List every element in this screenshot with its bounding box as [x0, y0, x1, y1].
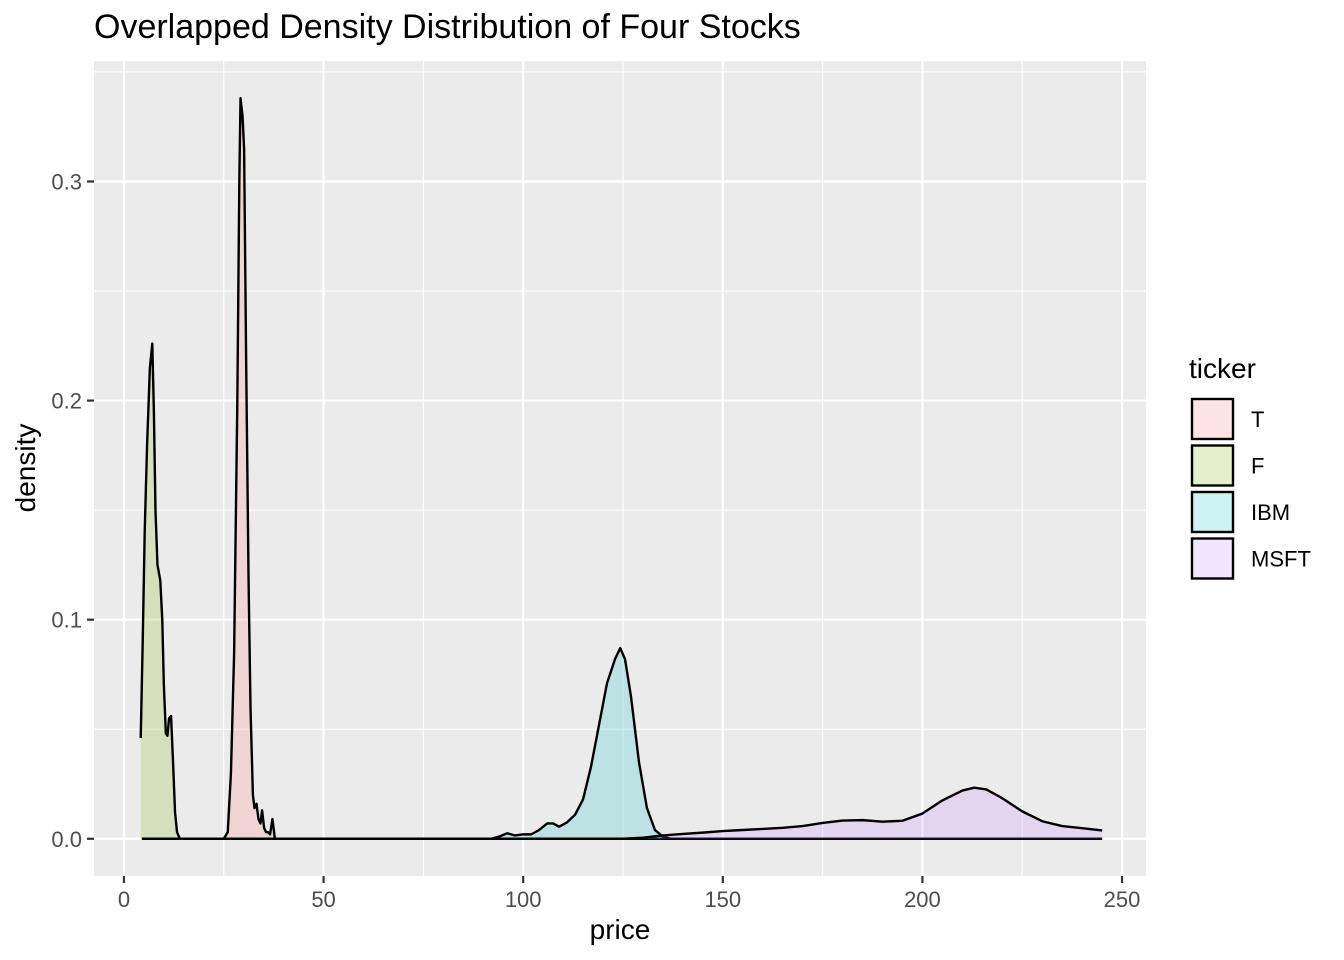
- legend-swatch-f: [1190, 444, 1235, 487]
- minor-gridlines: [94, 61, 1146, 876]
- legend-title: ticker: [1189, 353, 1256, 384]
- legend-key-bg-t: [1191, 398, 1234, 440]
- legend-label-msft: MSFT: [1251, 547, 1311, 572]
- legend-label-ibm: IBM: [1251, 500, 1290, 525]
- density-fill-t: [141, 98, 1103, 839]
- x-axis-ticks: 0 50 100 150 200 250: [118, 876, 1141, 912]
- legend-items: TF IBM MSFT: [1190, 397, 1311, 580]
- plot-panel: [94, 61, 1146, 876]
- density-fill-msft: [141, 787, 1103, 839]
- x-tick-label: 50: [311, 887, 335, 912]
- legend-key-bg-msft: [1191, 537, 1234, 580]
- legend-swatch-ibm: [1190, 490, 1235, 534]
- x-tick-label: 200: [904, 887, 941, 912]
- x-tick-label: 150: [704, 887, 741, 912]
- y-tick-label: 0.3: [51, 169, 82, 194]
- density-line-msft: [141, 786, 1103, 840]
- density-line-ibm: [141, 646, 1103, 840]
- y-axis-title: density: [10, 424, 41, 513]
- x-tick-label: 0: [118, 887, 130, 912]
- legend-swatch-msft: [1190, 537, 1235, 580]
- density-line-f: [139, 342, 1103, 840]
- density-fill-ibm: [141, 648, 1103, 839]
- x-tick-label: 250: [1104, 887, 1141, 912]
- y-tick-label: 0.0: [51, 827, 82, 852]
- legend-key-bg-ibm: [1191, 491, 1234, 533]
- legend-label-f: F: [1251, 454, 1264, 479]
- legend-swatch-t: [1190, 397, 1235, 441]
- legend-key-bg-f: [1191, 444, 1234, 487]
- x-tick-label: 100: [505, 887, 542, 912]
- y-tick-label: 0.1: [51, 608, 82, 633]
- legend-label-t: T: [1251, 407, 1264, 432]
- density-areas: [139, 97, 1103, 840]
- x-axis-title: price: [590, 914, 651, 945]
- density-line-t: [141, 97, 1103, 840]
- y-axis-ticks: 0.0 0.1 0.2 0.3: [51, 169, 94, 852]
- y-tick-label: 0.2: [51, 389, 82, 414]
- legend: ticker TF IBM MSFT: [1189, 353, 1311, 580]
- chart-title: Overlapped Density Distribution of Four …: [94, 8, 801, 46]
